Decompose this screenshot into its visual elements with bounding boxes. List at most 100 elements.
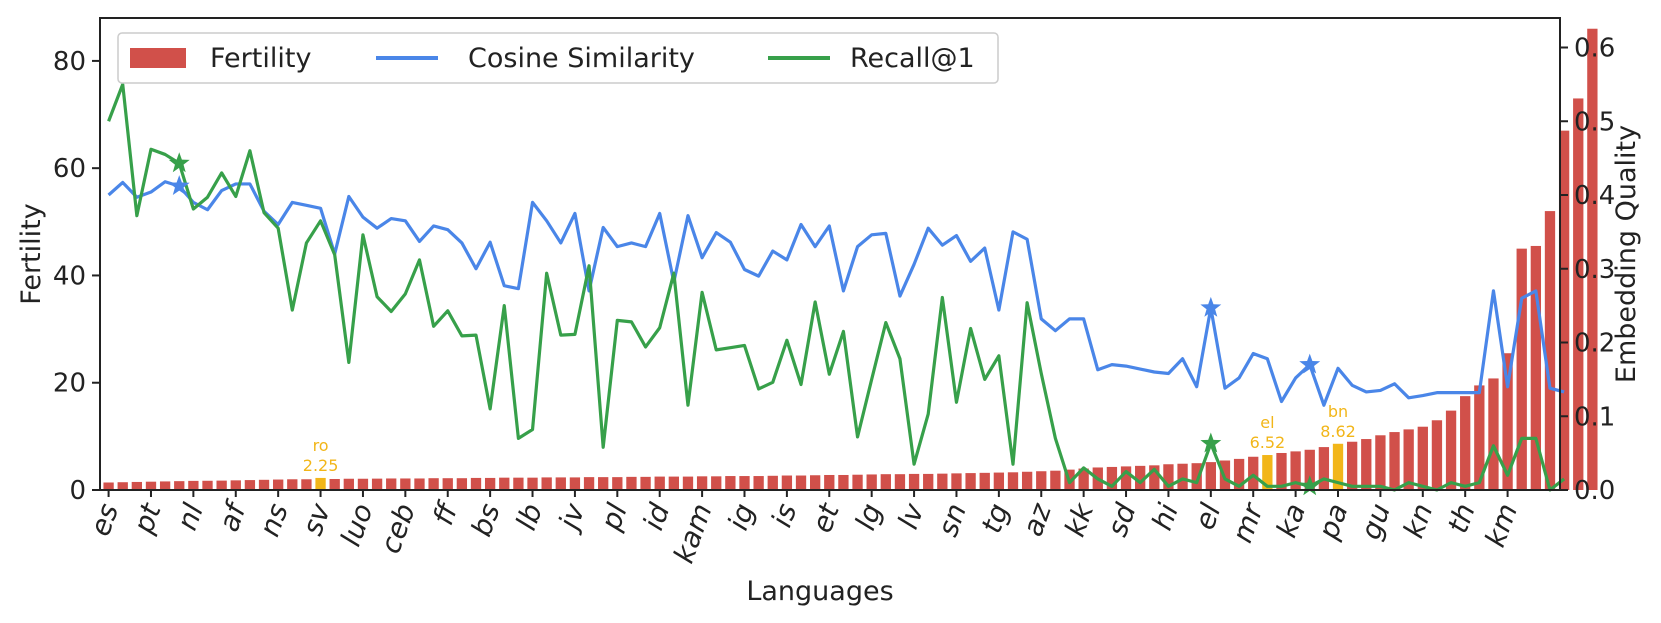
fertility-bar: [824, 474, 835, 490]
fertility-bar: [343, 478, 354, 490]
left-tick-label: 40: [53, 262, 86, 292]
fertility-bar: [315, 477, 326, 490]
x-tick-label: gu: [1354, 499, 1397, 544]
fertility-bar: [993, 472, 1005, 490]
x-tick-label: bs: [465, 499, 507, 541]
fertility-bar: [1573, 98, 1584, 490]
fertility-bar: [937, 473, 948, 490]
star-marker: [1200, 296, 1222, 317]
fertility-bar: [442, 478, 453, 490]
fertility-bar: [1248, 456, 1259, 490]
x-tick-label: id: [637, 499, 677, 535]
legend-label: Cosine Similarity: [468, 43, 695, 74]
fertility-bar: [287, 479, 298, 490]
x-tick-label: sn: [931, 499, 973, 541]
fertility-bar: [329, 479, 340, 490]
fertility-bar: [1120, 466, 1132, 490]
fertility-bar: [626, 476, 637, 490]
fertility-bar: [1417, 426, 1428, 490]
fertility-bar: [795, 475, 807, 490]
x-tick-label: jv: [551, 499, 592, 537]
fertility-bar: [159, 481, 171, 490]
fertility-bar: [1233, 458, 1245, 490]
fertility-bar: [612, 477, 623, 490]
fertility-bar: [965, 473, 976, 490]
x-tick-label: luo: [334, 499, 380, 550]
fertility-bar: [357, 478, 369, 490]
fertility-bar: [230, 480, 241, 490]
fertility-bar: [1403, 429, 1414, 490]
fertility-bar: [1205, 462, 1216, 490]
fertility-bar: [951, 473, 962, 490]
x-tick-label: kk: [1058, 497, 1101, 540]
fertility-bar: [1106, 466, 1118, 490]
fertility-bar: [1558, 130, 1570, 490]
right-tick-label: 0.3: [1574, 255, 1615, 285]
star-marker: [168, 152, 190, 173]
fertility-bars: [103, 28, 1598, 490]
x-tick-label: tg: [975, 499, 1016, 537]
legend-label: Recall@1: [850, 43, 975, 74]
fertility-bar: [244, 480, 256, 490]
fertility-bar: [668, 476, 679, 490]
star-marker: [168, 175, 190, 196]
fertility-bar: [654, 476, 665, 490]
x-tick-label: lb: [509, 499, 549, 534]
fertility-bar: [1474, 385, 1485, 490]
left-tick-label: 20: [53, 369, 86, 399]
fertility-bar: [569, 477, 581, 490]
x-tick-label: ff: [426, 496, 465, 529]
x-tick-label: is: [765, 499, 804, 531]
left-tick-label: 0: [69, 476, 86, 506]
highlight-value-label: 2.25: [303, 456, 339, 475]
fertility-bar: [894, 474, 906, 490]
legend-label: Fertility: [210, 43, 311, 74]
fertility-bar: [1135, 465, 1146, 490]
fertility-bar: [1262, 455, 1273, 490]
highlight-language-label: bn: [1328, 402, 1348, 421]
fertility-bar: [1346, 441, 1358, 490]
x-tick-label: kam: [667, 499, 719, 567]
fertility-bar: [400, 478, 411, 490]
right-tick-label: 0.2: [1574, 329, 1615, 359]
fertility-bar: [1191, 463, 1202, 490]
fertility-bar: [174, 481, 185, 490]
fertility-bar: [767, 475, 778, 490]
fertility-bar: [725, 476, 736, 490]
fertility-bar: [1021, 471, 1033, 490]
fertility-bar: [1149, 465, 1160, 490]
fertility-bar: [696, 476, 708, 490]
fertility-bar: [258, 479, 270, 490]
fertility-bar: [923, 473, 934, 490]
fertility-bar: [1318, 447, 1330, 490]
x-axis-title: Languages: [746, 576, 893, 607]
fertility-bar: [145, 481, 157, 490]
fertility-bar: [1502, 353, 1513, 490]
fertility-bar: [1431, 420, 1443, 490]
fertility-bar: [470, 477, 482, 490]
highlight-labels: ro2.25 el6.52 bn8.62: [303, 402, 1356, 475]
fertility-bar: [527, 477, 538, 490]
x-tick-label: sv: [296, 499, 338, 540]
fertility-bar: [1276, 452, 1287, 490]
highlight-value-label: 8.62: [1320, 422, 1356, 441]
fertility-bar: [103, 482, 114, 490]
fertility-bar: [301, 479, 312, 490]
fertility-bar: [1445, 410, 1457, 490]
x-tick-label: mr: [1225, 498, 1270, 547]
fertility-bar: [1488, 378, 1499, 490]
x-tick-label: et: [805, 498, 846, 537]
quality-lines: [107, 82, 1566, 492]
x-tick-label: km: [1478, 499, 1524, 551]
fertility-bar: [1530, 245, 1542, 490]
fertility-bar: [640, 476, 651, 490]
fertility-bar: [753, 476, 764, 490]
fertility-bar: [1587, 28, 1598, 490]
x-tick-label: ns: [253, 499, 295, 541]
x-tick-label: ig: [721, 499, 761, 534]
left-y-axis: 0 20 40 60 80: [53, 47, 100, 506]
x-tick-label: lg: [849, 499, 889, 534]
left-tick-label: 80: [53, 47, 86, 77]
